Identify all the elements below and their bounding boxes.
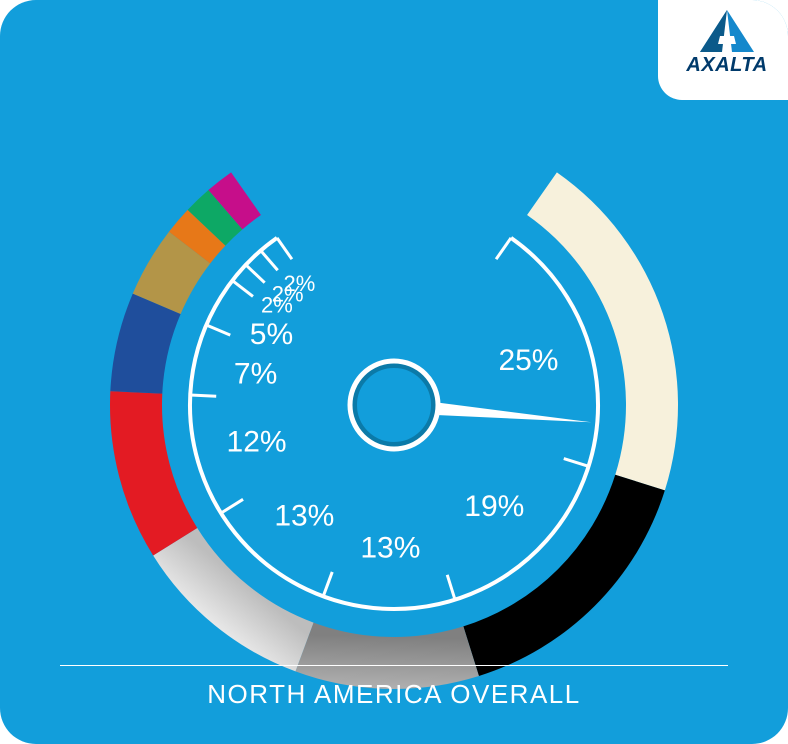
segment-label-silver: 13% xyxy=(274,500,334,533)
axalta-logo: AXALTA xyxy=(684,8,770,77)
tick xyxy=(261,251,278,271)
logo-corner: AXALTA xyxy=(658,0,788,100)
tick xyxy=(564,459,589,467)
tick xyxy=(206,325,230,335)
logo-text: AXALTA xyxy=(684,54,770,77)
segment-white xyxy=(527,172,678,490)
axalta-a-icon xyxy=(684,8,770,54)
chart-card: AXALTA 25%19%13%13%12%7%5%2%2%2% NORTH A… xyxy=(0,0,788,744)
segment-label-tan: 5% xyxy=(250,318,293,351)
segment-label-blue: 7% xyxy=(234,358,277,391)
title-rule xyxy=(60,665,728,666)
segment-red xyxy=(110,391,197,555)
segment-silver xyxy=(153,528,313,671)
tick xyxy=(277,238,292,259)
segment-label-red: 12% xyxy=(227,425,287,458)
tick xyxy=(232,281,253,297)
needle-hub xyxy=(354,365,434,445)
segment-label-pink: 2% xyxy=(284,271,316,296)
tick xyxy=(496,238,511,259)
tick xyxy=(221,499,243,513)
gauge-chart: 25%19%13%13%12%7%5%2%2%2% xyxy=(0,0,788,744)
segment-label-gray: 13% xyxy=(360,531,420,564)
tick xyxy=(246,265,265,283)
tick xyxy=(323,572,332,596)
chart-title: NORTH AMERICA OVERALL xyxy=(0,679,788,710)
tick xyxy=(447,575,455,600)
segment-label-black: 19% xyxy=(464,490,524,523)
segment-label-white: 25% xyxy=(498,344,558,377)
tick xyxy=(190,395,216,396)
